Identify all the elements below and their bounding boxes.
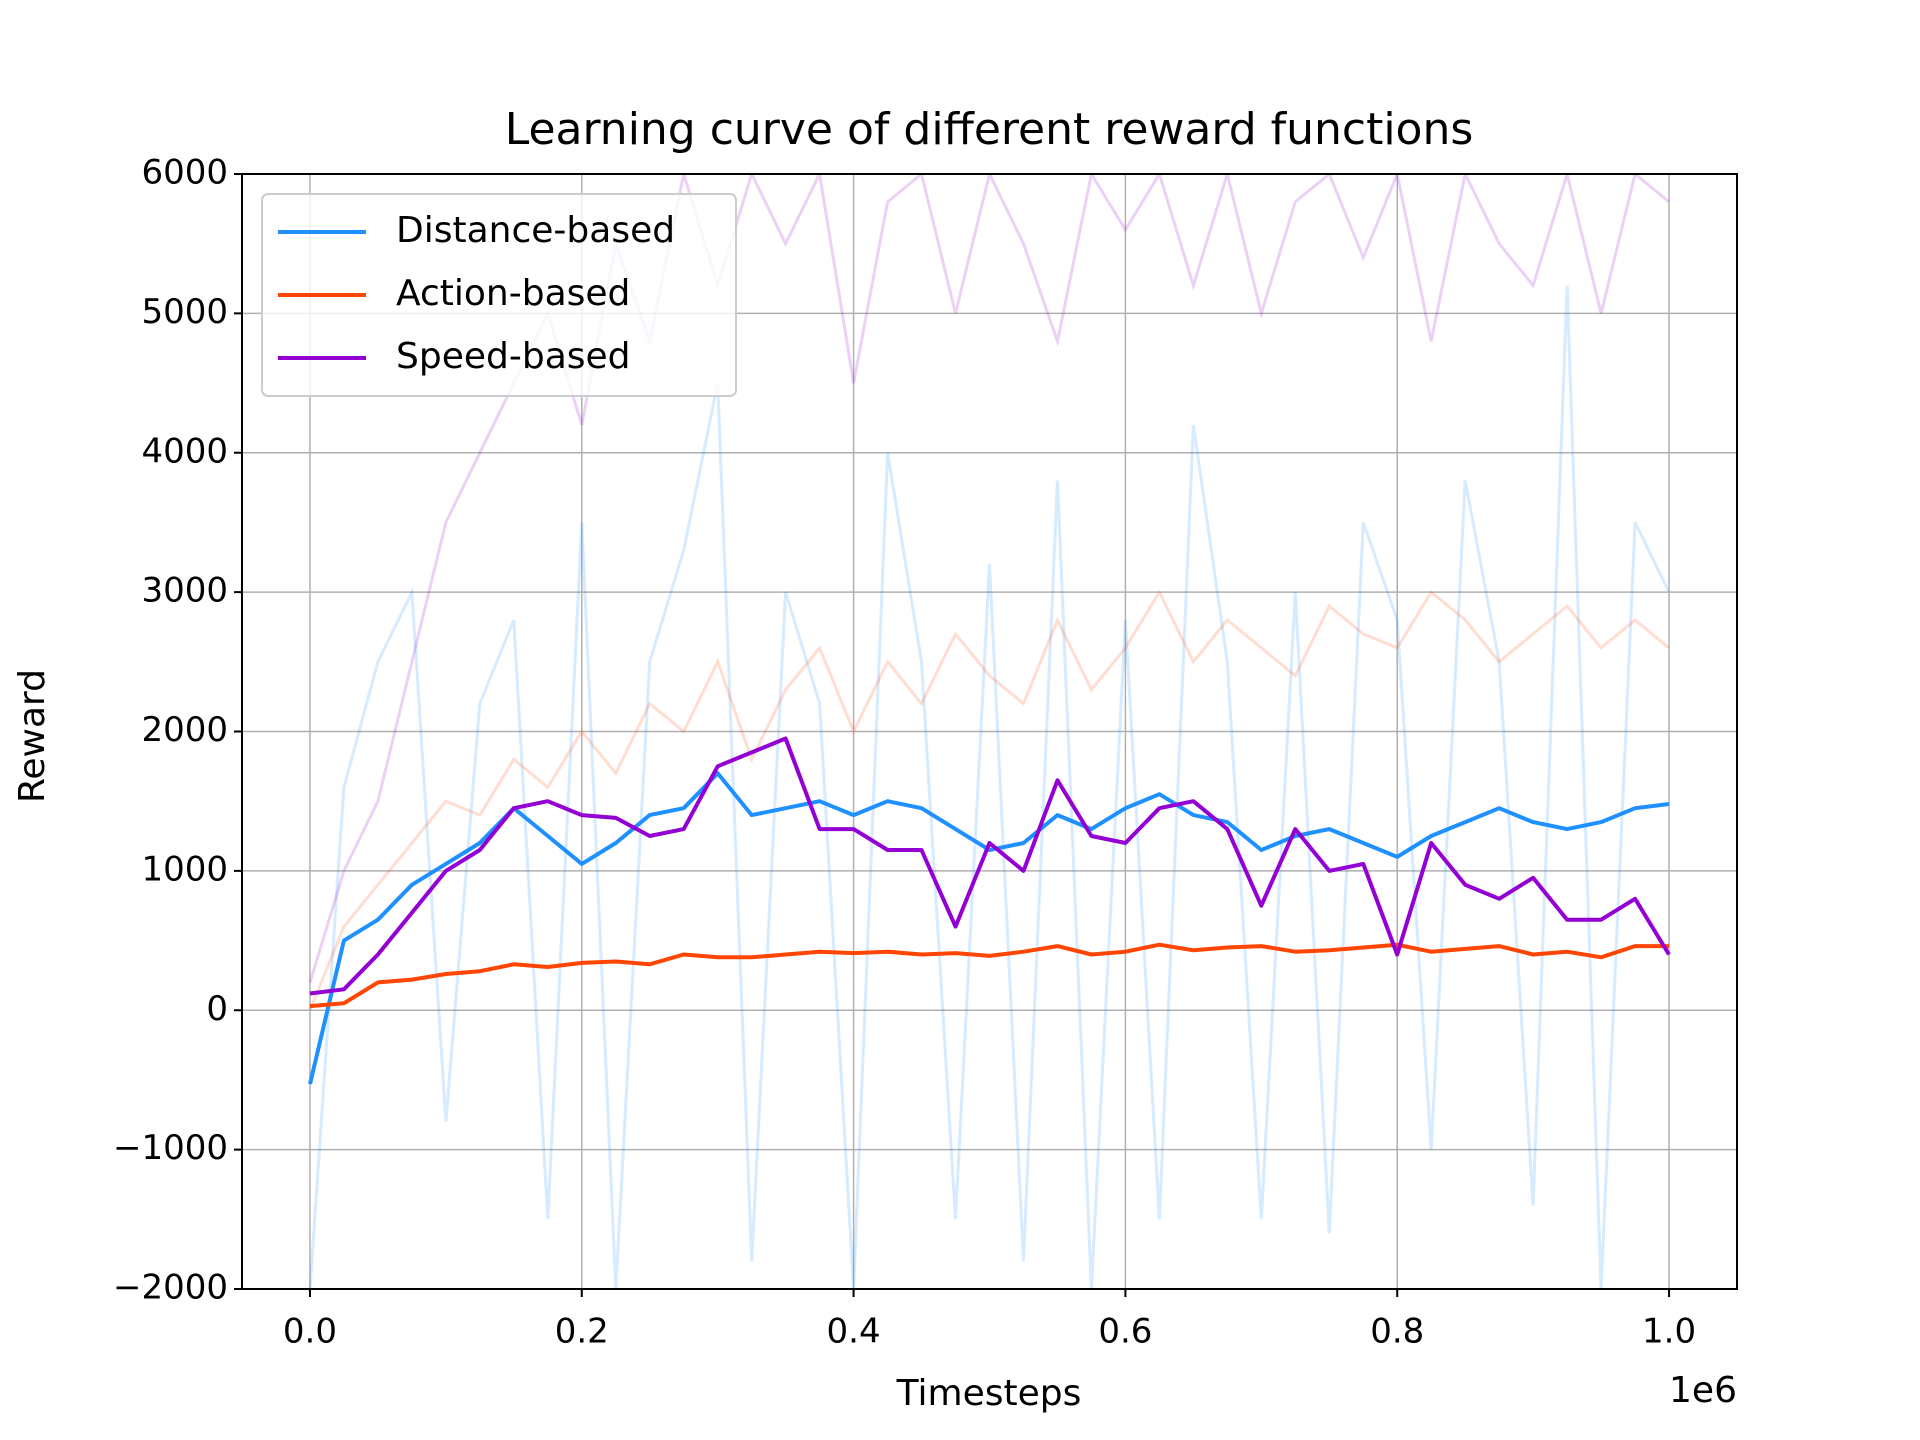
curves <box>308 736 1671 1085</box>
y-axis-label: Reward <box>12 669 53 803</box>
y-tick-label: −2000 <box>113 1268 228 1308</box>
series-line <box>308 771 1670 1085</box>
x-tick-label: 0.4 <box>827 1312 881 1352</box>
legend-label: Distance-based <box>396 210 675 251</box>
x-tick-label: 0.2 <box>555 1312 609 1352</box>
y-tick-label: 3000 <box>141 571 228 611</box>
raw-curve <box>308 588 1670 1011</box>
x-tick-label: 0.8 <box>1370 1312 1424 1352</box>
y-tick-label: 2000 <box>141 710 228 750</box>
y-tick-label: 1000 <box>141 849 228 889</box>
legend-label: Speed-based <box>396 336 631 377</box>
chart-title: Learning curve of different reward funct… <box>505 104 1474 155</box>
y-tick-label: 0 <box>206 989 228 1029</box>
x-offset-label: 1e6 <box>1669 1370 1737 1411</box>
y-tick-label: 6000 <box>141 153 228 193</box>
x-tick-label: 0.6 <box>1098 1312 1152 1352</box>
legend: Distance-based Action-based Speed-based <box>261 193 737 397</box>
y-tick-label: 4000 <box>141 431 228 471</box>
x-tick-label: 0.0 <box>283 1312 337 1352</box>
legend-box <box>261 193 737 397</box>
ticks: −2000 −1000 0 1000 2000 3000 4000 5000 6000 0.0 0.… <box>113 153 1696 1352</box>
x-axis-label: Timesteps <box>896 1373 1082 1414</box>
series-line <box>309 736 1671 996</box>
x-tick-label: 1.0 <box>1642 1312 1696 1352</box>
raw-curve <box>308 285 1671 1289</box>
y-tick-label: −1000 <box>113 1128 228 1168</box>
legend-label: Action-based <box>396 273 630 314</box>
series-line <box>309 942 1669 1009</box>
y-tick-label: 5000 <box>141 292 228 332</box>
